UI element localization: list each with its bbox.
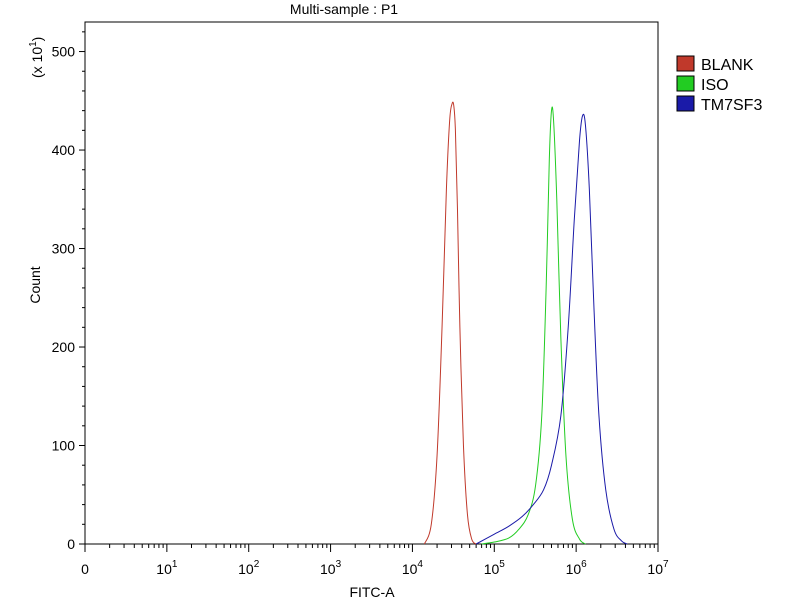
legend-swatch-iso xyxy=(676,75,695,92)
x-tick-label: 106 xyxy=(566,559,588,577)
x-tick-label: 103 xyxy=(320,559,342,577)
series-line-iso xyxy=(481,106,586,545)
y-tick-label: 0 xyxy=(67,536,75,552)
legend-swatch-blank xyxy=(676,55,695,72)
legend-label-tm7sf3: TM7SF3 xyxy=(701,97,762,114)
series-line-blank xyxy=(423,101,477,545)
y-axis-label: Count xyxy=(27,266,43,303)
y-tick-label: 400 xyxy=(52,142,76,158)
legend-swatch-tm7sf3 xyxy=(676,95,695,112)
legend-label-iso: ISO xyxy=(701,77,729,94)
series-line-tm7sf3 xyxy=(475,113,628,545)
x-tick-label: 105 xyxy=(484,559,506,577)
x-axis-ticks: 0 101 102 103 104 105 106 107 xyxy=(81,544,669,577)
plot-frame xyxy=(84,21,659,545)
y-tick-label: 300 xyxy=(52,241,76,257)
x-tick-label: 102 xyxy=(238,559,260,577)
y-tick-label: 100 xyxy=(52,438,76,454)
legend-label-blank: BLANK xyxy=(701,57,754,74)
series-lines xyxy=(423,101,628,545)
y-axis-ticks: 0 100 200 300 400 500 xyxy=(52,31,85,552)
y-multiplier-close: ) xyxy=(29,37,45,42)
svg-text:(x 101): (x 101) xyxy=(28,37,45,78)
legend: BLANK ISO TM7SF3 xyxy=(676,55,762,114)
chart-title: Multi-sample : P1 xyxy=(290,1,398,17)
x-tick-label: 0 xyxy=(81,561,89,577)
x-tick-label: 107 xyxy=(647,559,669,577)
y-multiplier-text: (x 10 xyxy=(29,47,45,78)
x-tick-label: 104 xyxy=(402,559,424,577)
x-tick-label: 101 xyxy=(156,559,178,577)
y-multiplier-exp: 1 xyxy=(28,41,39,47)
y-tick-label: 200 xyxy=(52,339,76,355)
y-tick-label: 500 xyxy=(52,44,76,60)
x-axis-label: FITC-A xyxy=(349,584,395,600)
y-multiplier-label: (x 101) xyxy=(28,37,45,78)
